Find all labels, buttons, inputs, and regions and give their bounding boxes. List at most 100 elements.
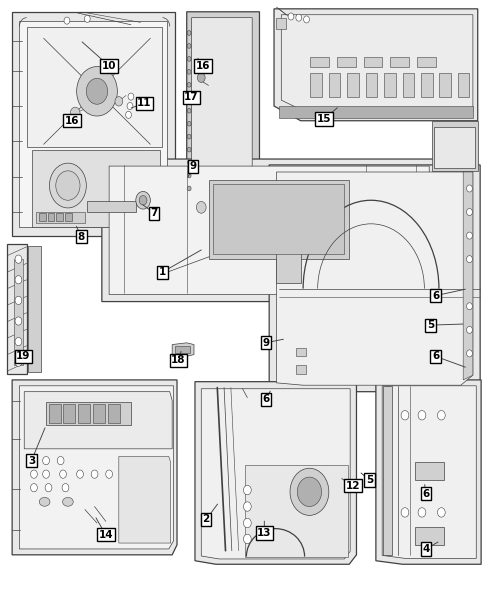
Circle shape xyxy=(466,326,471,333)
Polygon shape xyxy=(244,465,348,557)
Circle shape xyxy=(139,196,147,205)
Text: 6: 6 xyxy=(431,352,438,361)
FancyBboxPatch shape xyxy=(328,73,340,97)
Ellipse shape xyxy=(62,497,73,507)
Circle shape xyxy=(64,17,70,24)
Circle shape xyxy=(243,485,251,495)
Polygon shape xyxy=(276,206,300,283)
Circle shape xyxy=(127,102,133,110)
FancyBboxPatch shape xyxy=(36,212,85,223)
Polygon shape xyxy=(87,201,136,212)
Polygon shape xyxy=(28,246,41,372)
Text: 12: 12 xyxy=(345,481,360,491)
Circle shape xyxy=(437,411,444,420)
Text: 16: 16 xyxy=(195,61,210,71)
Circle shape xyxy=(76,470,83,478)
Text: 5: 5 xyxy=(365,475,372,485)
Polygon shape xyxy=(195,382,356,564)
Polygon shape xyxy=(12,12,174,236)
Circle shape xyxy=(400,508,408,517)
Text: 1: 1 xyxy=(159,267,166,277)
Text: 15: 15 xyxy=(316,114,331,124)
Text: 9: 9 xyxy=(189,161,196,171)
Polygon shape xyxy=(431,121,477,171)
Polygon shape xyxy=(462,172,472,380)
Circle shape xyxy=(417,508,425,517)
Circle shape xyxy=(466,350,471,357)
Circle shape xyxy=(466,209,471,216)
Circle shape xyxy=(196,201,206,213)
Circle shape xyxy=(30,484,37,492)
Circle shape xyxy=(76,67,117,116)
Circle shape xyxy=(295,14,301,21)
Circle shape xyxy=(187,108,191,113)
Polygon shape xyxy=(201,389,349,559)
Circle shape xyxy=(187,70,191,74)
Circle shape xyxy=(466,303,471,310)
Polygon shape xyxy=(109,166,428,294)
Circle shape xyxy=(15,358,22,366)
Polygon shape xyxy=(12,380,177,555)
Circle shape xyxy=(128,93,134,100)
FancyBboxPatch shape xyxy=(48,404,60,423)
FancyBboxPatch shape xyxy=(310,73,321,97)
FancyBboxPatch shape xyxy=(383,73,395,97)
Circle shape xyxy=(43,470,49,478)
Text: 9: 9 xyxy=(262,338,269,348)
Polygon shape xyxy=(19,386,173,549)
Circle shape xyxy=(60,470,66,478)
Text: 3: 3 xyxy=(28,456,35,465)
Text: 17: 17 xyxy=(184,92,198,102)
Text: 4: 4 xyxy=(421,544,429,554)
FancyBboxPatch shape xyxy=(65,213,72,221)
Circle shape xyxy=(70,107,80,119)
Text: 11: 11 xyxy=(137,98,151,108)
Text: 2: 2 xyxy=(202,515,209,524)
Circle shape xyxy=(57,456,64,465)
FancyBboxPatch shape xyxy=(457,73,469,97)
Polygon shape xyxy=(186,12,259,227)
Circle shape xyxy=(417,411,425,420)
FancyBboxPatch shape xyxy=(416,57,435,67)
FancyBboxPatch shape xyxy=(295,348,305,356)
Polygon shape xyxy=(382,386,391,555)
Text: 7: 7 xyxy=(150,209,158,218)
FancyBboxPatch shape xyxy=(310,57,328,67)
Circle shape xyxy=(219,213,227,223)
FancyBboxPatch shape xyxy=(414,462,443,480)
Polygon shape xyxy=(14,259,23,365)
Circle shape xyxy=(243,534,251,544)
FancyBboxPatch shape xyxy=(420,73,432,97)
Circle shape xyxy=(187,95,191,100)
Circle shape xyxy=(91,470,98,478)
Text: 18: 18 xyxy=(171,356,185,365)
Polygon shape xyxy=(276,18,286,29)
Polygon shape xyxy=(7,244,27,374)
Circle shape xyxy=(466,232,471,239)
Circle shape xyxy=(15,317,22,325)
Circle shape xyxy=(125,111,131,118)
FancyBboxPatch shape xyxy=(414,527,443,545)
Polygon shape xyxy=(269,165,479,392)
Text: 19: 19 xyxy=(16,352,30,361)
FancyBboxPatch shape xyxy=(63,404,75,423)
Polygon shape xyxy=(208,180,348,259)
Circle shape xyxy=(197,73,205,82)
Text: 14: 14 xyxy=(98,530,113,540)
Circle shape xyxy=(187,121,191,126)
FancyBboxPatch shape xyxy=(295,365,305,374)
Circle shape xyxy=(187,160,191,165)
Polygon shape xyxy=(31,150,160,227)
Circle shape xyxy=(187,82,191,87)
Polygon shape xyxy=(375,380,480,564)
FancyBboxPatch shape xyxy=(365,73,377,97)
Circle shape xyxy=(30,456,37,465)
Circle shape xyxy=(187,147,191,152)
FancyBboxPatch shape xyxy=(347,73,358,97)
Circle shape xyxy=(289,468,328,515)
Circle shape xyxy=(466,256,471,263)
Circle shape xyxy=(49,163,86,208)
Polygon shape xyxy=(213,184,344,254)
FancyBboxPatch shape xyxy=(39,213,45,221)
Circle shape xyxy=(187,57,191,61)
